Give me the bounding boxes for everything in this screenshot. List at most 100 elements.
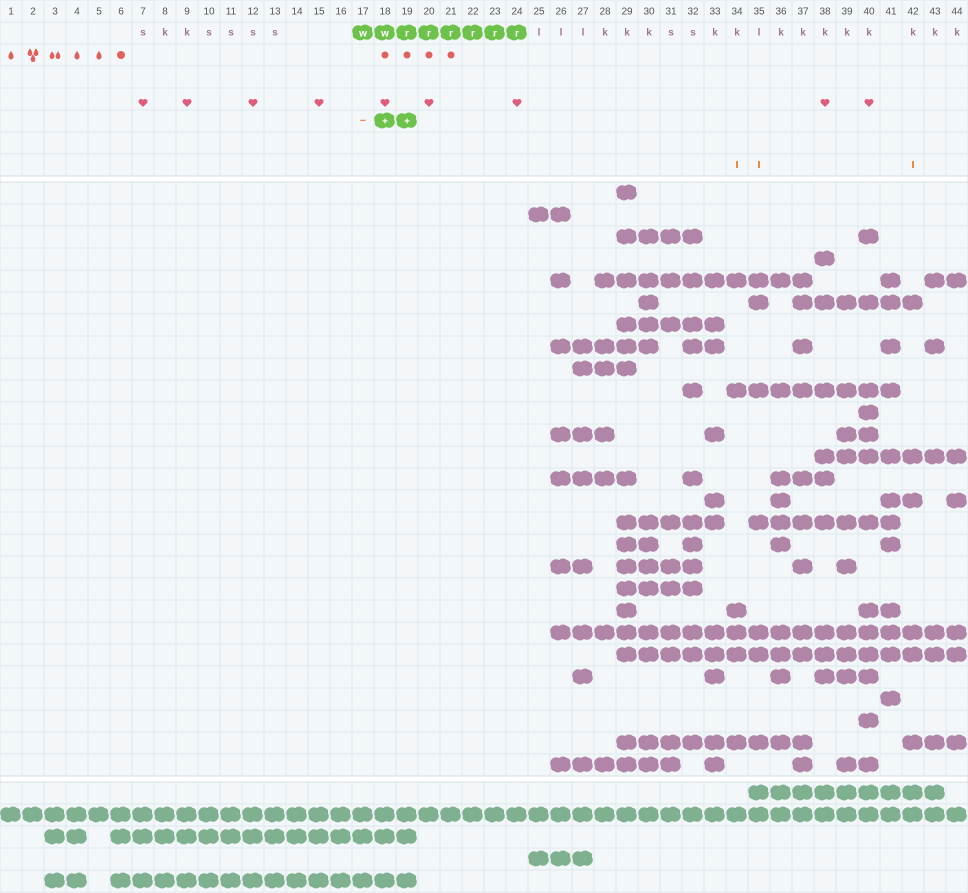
purple-cell (660, 756, 681, 773)
purple-cell (748, 294, 769, 311)
purple-cell (792, 558, 813, 575)
letter: k (910, 28, 916, 39)
purple-cell (748, 514, 769, 531)
purple-cell (946, 734, 967, 751)
purple-cell (836, 558, 857, 575)
dot (117, 51, 125, 59)
plus-sign: + (404, 117, 410, 128)
letter: k (822, 28, 828, 39)
heart (512, 98, 522, 107)
purple-cell (946, 646, 967, 663)
dot (381, 51, 389, 59)
green-cell (352, 806, 373, 823)
drop (55, 51, 61, 60)
badge-letter: r (515, 29, 519, 40)
green-cell (814, 784, 835, 801)
badge (396, 112, 417, 129)
green-cell (484, 806, 505, 823)
purple-cell (616, 514, 637, 531)
green-cell (550, 850, 571, 867)
purple-cell (858, 756, 879, 773)
purple-cell (594, 360, 615, 377)
green-cell (462, 806, 483, 823)
letter: s (668, 28, 674, 39)
purple-cell (770, 272, 791, 289)
purple-cell (682, 470, 703, 487)
purple-cell (682, 316, 703, 333)
purple-cell (682, 382, 703, 399)
badge (352, 24, 373, 41)
green-cell (110, 806, 131, 823)
purple-cell (946, 492, 967, 509)
green-cell (418, 806, 439, 823)
badge-letter: r (449, 29, 453, 40)
purple-cell (704, 426, 725, 443)
purple-cell (792, 756, 813, 773)
purple-cell (572, 470, 593, 487)
green-cell (132, 828, 153, 845)
green-cell (748, 806, 769, 823)
purple-cell (704, 272, 725, 289)
column-number: 21 (445, 7, 457, 18)
drop (49, 51, 55, 60)
green-cell (396, 872, 417, 889)
letter: l (758, 28, 761, 39)
column-number: 36 (775, 7, 787, 18)
green-cell (330, 872, 351, 889)
purple-cell (550, 624, 571, 641)
column-number: 29 (621, 7, 633, 18)
column-number: 4 (74, 7, 80, 18)
column-number: 19 (401, 7, 413, 18)
purple-cell (770, 470, 791, 487)
heart (314, 99, 324, 107)
badge (440, 24, 461, 41)
green-cell (770, 806, 791, 823)
green-cell (528, 806, 549, 823)
purple-cell (638, 228, 659, 245)
purple-cell (616, 184, 637, 201)
purple-cell (682, 624, 703, 641)
green-cell (572, 806, 593, 823)
purple-cell (814, 624, 835, 641)
purple-cell (792, 272, 813, 289)
green-cell (748, 784, 769, 801)
purple-cell (682, 580, 703, 597)
drop (74, 51, 80, 60)
green-cell (638, 806, 659, 823)
purple-cell (550, 558, 571, 575)
green-cell (264, 872, 285, 889)
badge (418, 24, 439, 41)
green-cell (198, 806, 219, 823)
purple-cell (726, 646, 747, 663)
column-number: 43 (929, 7, 941, 18)
purple-cell (594, 338, 615, 355)
green-cell (220, 806, 241, 823)
purple-cell (858, 624, 879, 641)
green-cell (352, 872, 373, 889)
purple-cell (858, 228, 879, 245)
column-number: 24 (511, 7, 523, 18)
green-cell (0, 806, 21, 823)
purple-cell (682, 536, 703, 553)
green-cell (242, 828, 263, 845)
column-number: 26 (555, 7, 567, 18)
purple-cell (594, 426, 615, 443)
purple-cell (902, 492, 923, 509)
purple-cell (858, 602, 879, 619)
letter: k (162, 28, 168, 39)
badge (396, 24, 417, 41)
purple-cell (616, 756, 637, 773)
purple-cell (924, 272, 945, 289)
green-cell (836, 806, 857, 823)
drop (30, 54, 36, 63)
column-number: 28 (599, 7, 611, 18)
column-number: 17 (357, 7, 369, 18)
purple-cell (660, 646, 681, 663)
purple-cell (528, 206, 549, 223)
purple-cell (704, 514, 725, 531)
green-cell (308, 828, 329, 845)
letter: k (602, 28, 608, 39)
purple-cell (770, 668, 791, 685)
minus-sign: − (360, 115, 366, 127)
